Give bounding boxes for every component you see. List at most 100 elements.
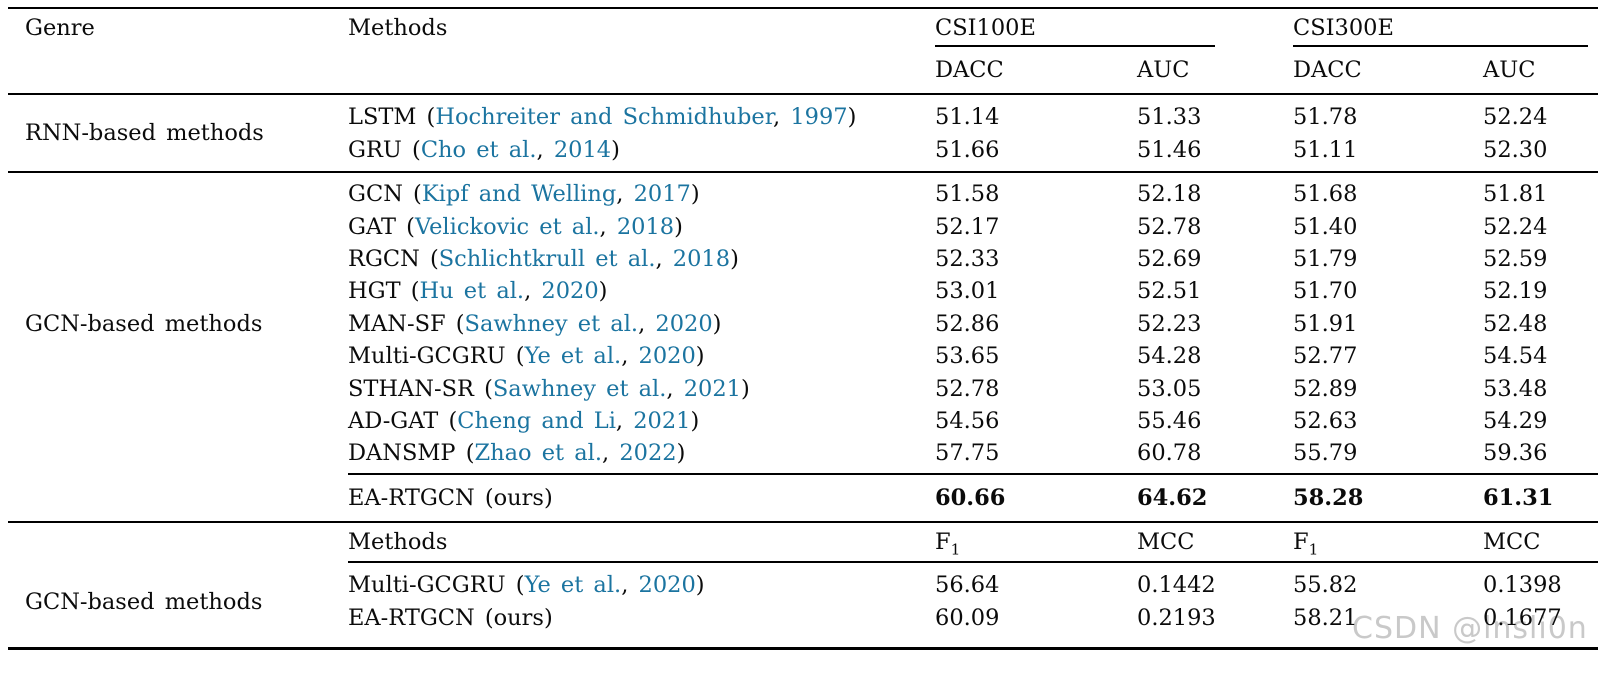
column-group-csi300e: CSI300E — [1293, 9, 1598, 47]
method-name: Multi-GCGRU ( — [348, 343, 525, 370]
citation-separator: , — [599, 213, 617, 240]
citation-link[interactable]: Zhao et al. — [474, 440, 603, 467]
group-underline — [935, 45, 1215, 47]
close-paren: ) — [598, 278, 608, 305]
citation-link[interactable]: Velickovic et al. — [414, 213, 600, 240]
value-cell: 52.78 — [1137, 213, 1202, 240]
citation-year-link[interactable]: 2018 — [672, 245, 731, 272]
value-cell: 58.21 — [1293, 605, 1358, 632]
citation-year-link[interactable]: 2022 — [619, 440, 677, 467]
column-header-mcc: MCC — [1483, 529, 1598, 555]
section-gcn-based: GCN-based methods GCN (Kipf and Welling,… — [8, 173, 1598, 523]
citation-year-link[interactable]: 2020 — [541, 278, 599, 305]
value-cell: 51.78 — [1293, 103, 1358, 130]
value-cell: 0.1677 — [1483, 605, 1562, 632]
value-cell: 58.28 — [1293, 484, 1364, 511]
genre-label: GCN-based methods — [25, 310, 263, 337]
citation-separator: , — [536, 136, 554, 163]
column-header-methods: Methods — [348, 528, 448, 555]
table-header: Genre Methods CSI100E CSI300E DACC AUC D… — [8, 7, 1598, 95]
method-name: GRU ( — [348, 136, 421, 163]
citation-link[interactable]: Hochreiter and Schmidhuber — [435, 103, 774, 130]
mid-rule — [348, 472, 1598, 475]
value-cell: 51.79 — [1293, 245, 1358, 272]
value-cell: 0.1442 — [1137, 572, 1216, 599]
method-name: DANSMP ( — [348, 440, 475, 467]
value-cell: 61.31 — [1483, 484, 1554, 511]
column-group-csi100e: CSI100E — [935, 9, 1293, 47]
citation-link[interactable]: Ye et al. — [524, 343, 622, 370]
value-cell: 53.01 — [935, 278, 1000, 305]
citation-link[interactable]: Cheng and Li — [457, 407, 616, 434]
citation-separator: , — [666, 375, 684, 402]
method-cell: GAT (Velickovic et al., 2018) — [348, 214, 935, 240]
citation-year-link[interactable]: 2021 — [633, 407, 691, 434]
value-cell: 52.24 — [1483, 103, 1548, 130]
citation-year-link[interactable]: 2018 — [616, 213, 675, 240]
citation-year-link[interactable]: 1997 — [790, 103, 848, 130]
citation-year-link[interactable]: 2020 — [638, 343, 696, 370]
close-paren: ) — [695, 572, 705, 599]
method-cell: AD-GAT (Cheng and Li, 2021) — [348, 408, 935, 434]
method-name: MAN-SF ( — [348, 310, 465, 337]
citation-link[interactable]: Hu et al. — [419, 278, 525, 305]
close-paren: ) — [611, 136, 620, 163]
value-cell: 52.30 — [1483, 136, 1548, 163]
value-cell: 54.28 — [1137, 343, 1202, 370]
close-paren: ) — [847, 103, 857, 130]
value-cell: 54.54 — [1483, 343, 1548, 370]
mcc-label: MCC — [1137, 528, 1195, 555]
citation-separator: , — [602, 440, 620, 467]
citation-separator: , — [524, 278, 542, 305]
method-name: HGT ( — [348, 278, 420, 305]
value-cell: 51.46 — [1137, 136, 1202, 163]
value-cell: 52.23 — [1137, 310, 1202, 337]
value-cell: 51.81 — [1483, 181, 1548, 208]
method-cell: EA-RTGCN (ours) — [348, 484, 553, 511]
citation-link[interactable]: Sawhney et al. — [492, 375, 667, 402]
method-cell: MAN-SF (Sawhney et al., 2020) — [348, 311, 935, 337]
method-name: EA-RTGCN (ours) — [348, 605, 553, 632]
csdn-watermark: CSDN @lnsli0n — [1352, 611, 1588, 646]
value-cell: 53.48 — [1483, 375, 1548, 402]
close-paren: ) — [674, 213, 683, 240]
value-cell: 54.29 — [1483, 407, 1548, 434]
close-paren: ) — [676, 440, 686, 467]
method-name: AD-GAT ( — [348, 407, 458, 434]
method-cell: RGCN (Schlichtkrull et al., 2018) — [348, 246, 935, 272]
citation-link[interactable]: Ye et al. — [524, 572, 622, 599]
citation-year-link[interactable]: 2017 — [633, 181, 691, 208]
value-cell: 56.64 — [935, 572, 1000, 599]
close-paren: ) — [695, 343, 705, 370]
method-name: GAT ( — [348, 213, 415, 240]
section-f1-mcc: Methods F1 MCC F1 MCC GCN-based methods … — [8, 523, 1598, 650]
citation-link[interactable]: Cho et al. — [420, 136, 537, 163]
citation-link[interactable]: Schlichtkrull et al. — [438, 245, 656, 272]
group-label-csi100e: CSI100E — [935, 15, 1036, 41]
citation-separator: , — [655, 245, 673, 272]
value-cell: 51.58 — [935, 181, 1000, 208]
value-cell: 51.70 — [1293, 278, 1358, 305]
value-cell: 51.40 — [1293, 213, 1358, 240]
citation-separator: , — [773, 103, 791, 130]
f1-label: F — [1293, 528, 1309, 555]
value-cell: 52.24 — [1483, 213, 1548, 240]
citation-year-link[interactable]: 2021 — [683, 375, 741, 402]
results-table: Genre Methods CSI100E CSI300E DACC AUC D… — [8, 7, 1598, 650]
value-cell: 52.69 — [1137, 245, 1202, 272]
value-cell: 51.68 — [1293, 181, 1358, 208]
value-cell: 52.18 — [1137, 181, 1202, 208]
value-cell: 60.66 — [935, 484, 1006, 511]
citation-year-link[interactable]: 2020 — [655, 310, 713, 337]
citation-year-link[interactable]: 2020 — [638, 572, 696, 599]
citation-link[interactable]: Kipf and Welling — [421, 181, 617, 208]
mid-rule — [348, 560, 1598, 563]
value-cell: 55.82 — [1293, 572, 1358, 599]
f1-subscript: 1 — [950, 540, 961, 559]
value-cell: 60.09 — [935, 605, 1000, 632]
group-underline — [1293, 45, 1588, 47]
citation-year-link[interactable]: 2014 — [553, 136, 612, 163]
value-cell: 53.65 — [935, 343, 1000, 370]
citation-link[interactable]: Sawhney et al. — [464, 310, 639, 337]
value-cell: 51.11 — [1293, 136, 1358, 163]
